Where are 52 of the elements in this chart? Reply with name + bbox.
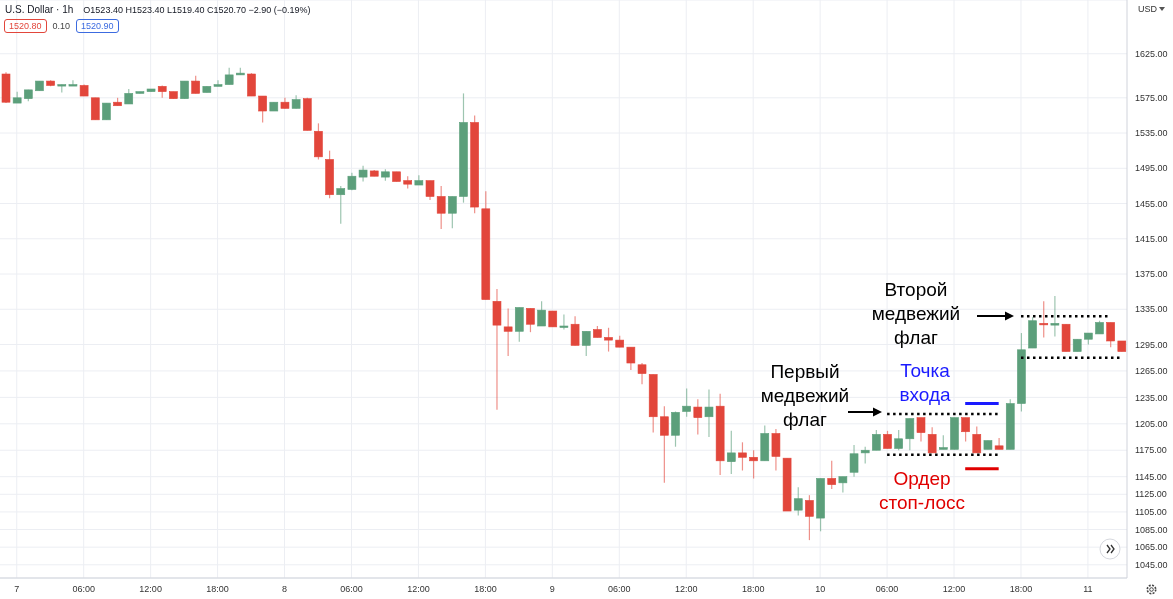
y-tick-label: 1235.00 [1135, 392, 1168, 403]
x-tick-label: 12:00 [674, 584, 698, 595]
y-tick-label: 1175.00 [1135, 445, 1167, 456]
annotation: 1520.80 [4, 19, 47, 33]
y-tick-label: 1105.00 [1135, 507, 1167, 518]
text: O1523.40 H1523.40 L1519.40 C1520.70 −2.90 (−0.19%) [83, 5, 311, 15]
y-tick-label: 1495.00 [1135, 163, 1168, 174]
x-tick-label: 8 [282, 584, 288, 595]
candlestick [247, 72, 256, 97]
y-tick-label: 1335.00 [1135, 304, 1168, 315]
x-tick-label: 18:00 [1009, 584, 1033, 595]
x-tick-label: 12:00 [139, 584, 162, 595]
y-tick-label: 1535.00 [1135, 128, 1168, 139]
x-tick-label: 06:00 [72, 584, 95, 595]
y-tick-label: 1085.00 [1135, 524, 1168, 535]
y-tick-label: 1125.00 [1135, 489, 1167, 500]
y-tick-label: 1205.00 [1135, 419, 1168, 429]
annotation: 0.10 [52, 21, 71, 31]
candlestick [68, 79, 78, 87]
annotation: Ордер стоп-лосс [878, 468, 966, 513]
x-tick-label: 10 [815, 584, 826, 595]
x-tick-label: 12:00 [942, 584, 966, 595]
x-tick-label: 11 [1083, 584, 1093, 595]
y-tick-label: 1415.00 [1135, 233, 1168, 244]
x-tick-label: 06:00 [340, 584, 363, 595]
x-tick-label: 12:00 [407, 584, 430, 595]
y-tick-label: 1625.00 [1135, 48, 1168, 59]
y-tick-label: 1145.00 [1135, 471, 1167, 482]
x-tick-label: 9 [549, 584, 555, 595]
chart-title: U.S. Dollar · 1h [5, 4, 74, 15]
y-tick-label: 1375.00 [1135, 269, 1168, 280]
y-tick-label: 1575.00 [1135, 93, 1168, 103]
y-tick-label: 1045.00 [1135, 559, 1168, 570]
x-tick-label: 06:00 [875, 584, 899, 595]
annotation: Второй медвежий флаг [871, 279, 961, 348]
y-tick-label: 1265.00 [1135, 366, 1168, 377]
x-tick-label: 18:00 [741, 584, 765, 595]
candlestick [559, 313, 569, 331]
annotation: Первый медвежий флаг [760, 361, 850, 430]
y-tick-label: 1455.00 [1135, 198, 1168, 209]
candlestick [838, 476, 848, 494]
y-axis-title: USD [1138, 4, 1158, 14]
y-tick-label: 1295.00 [1135, 339, 1168, 350]
candlestick [90, 97, 100, 121]
annotation: 1520.90 [76, 19, 119, 33]
x-tick-label: 06:00 [608, 584, 631, 595]
x-tick-label: 18:00 [474, 584, 497, 595]
annotation: Точка входа [899, 360, 952, 405]
candlestick [994, 437, 1004, 450]
x-tick-label: 7 [14, 584, 20, 595]
y-tick-label: 1065.00 [1135, 542, 1168, 553]
x-tick-label: 18:00 [206, 584, 229, 595]
